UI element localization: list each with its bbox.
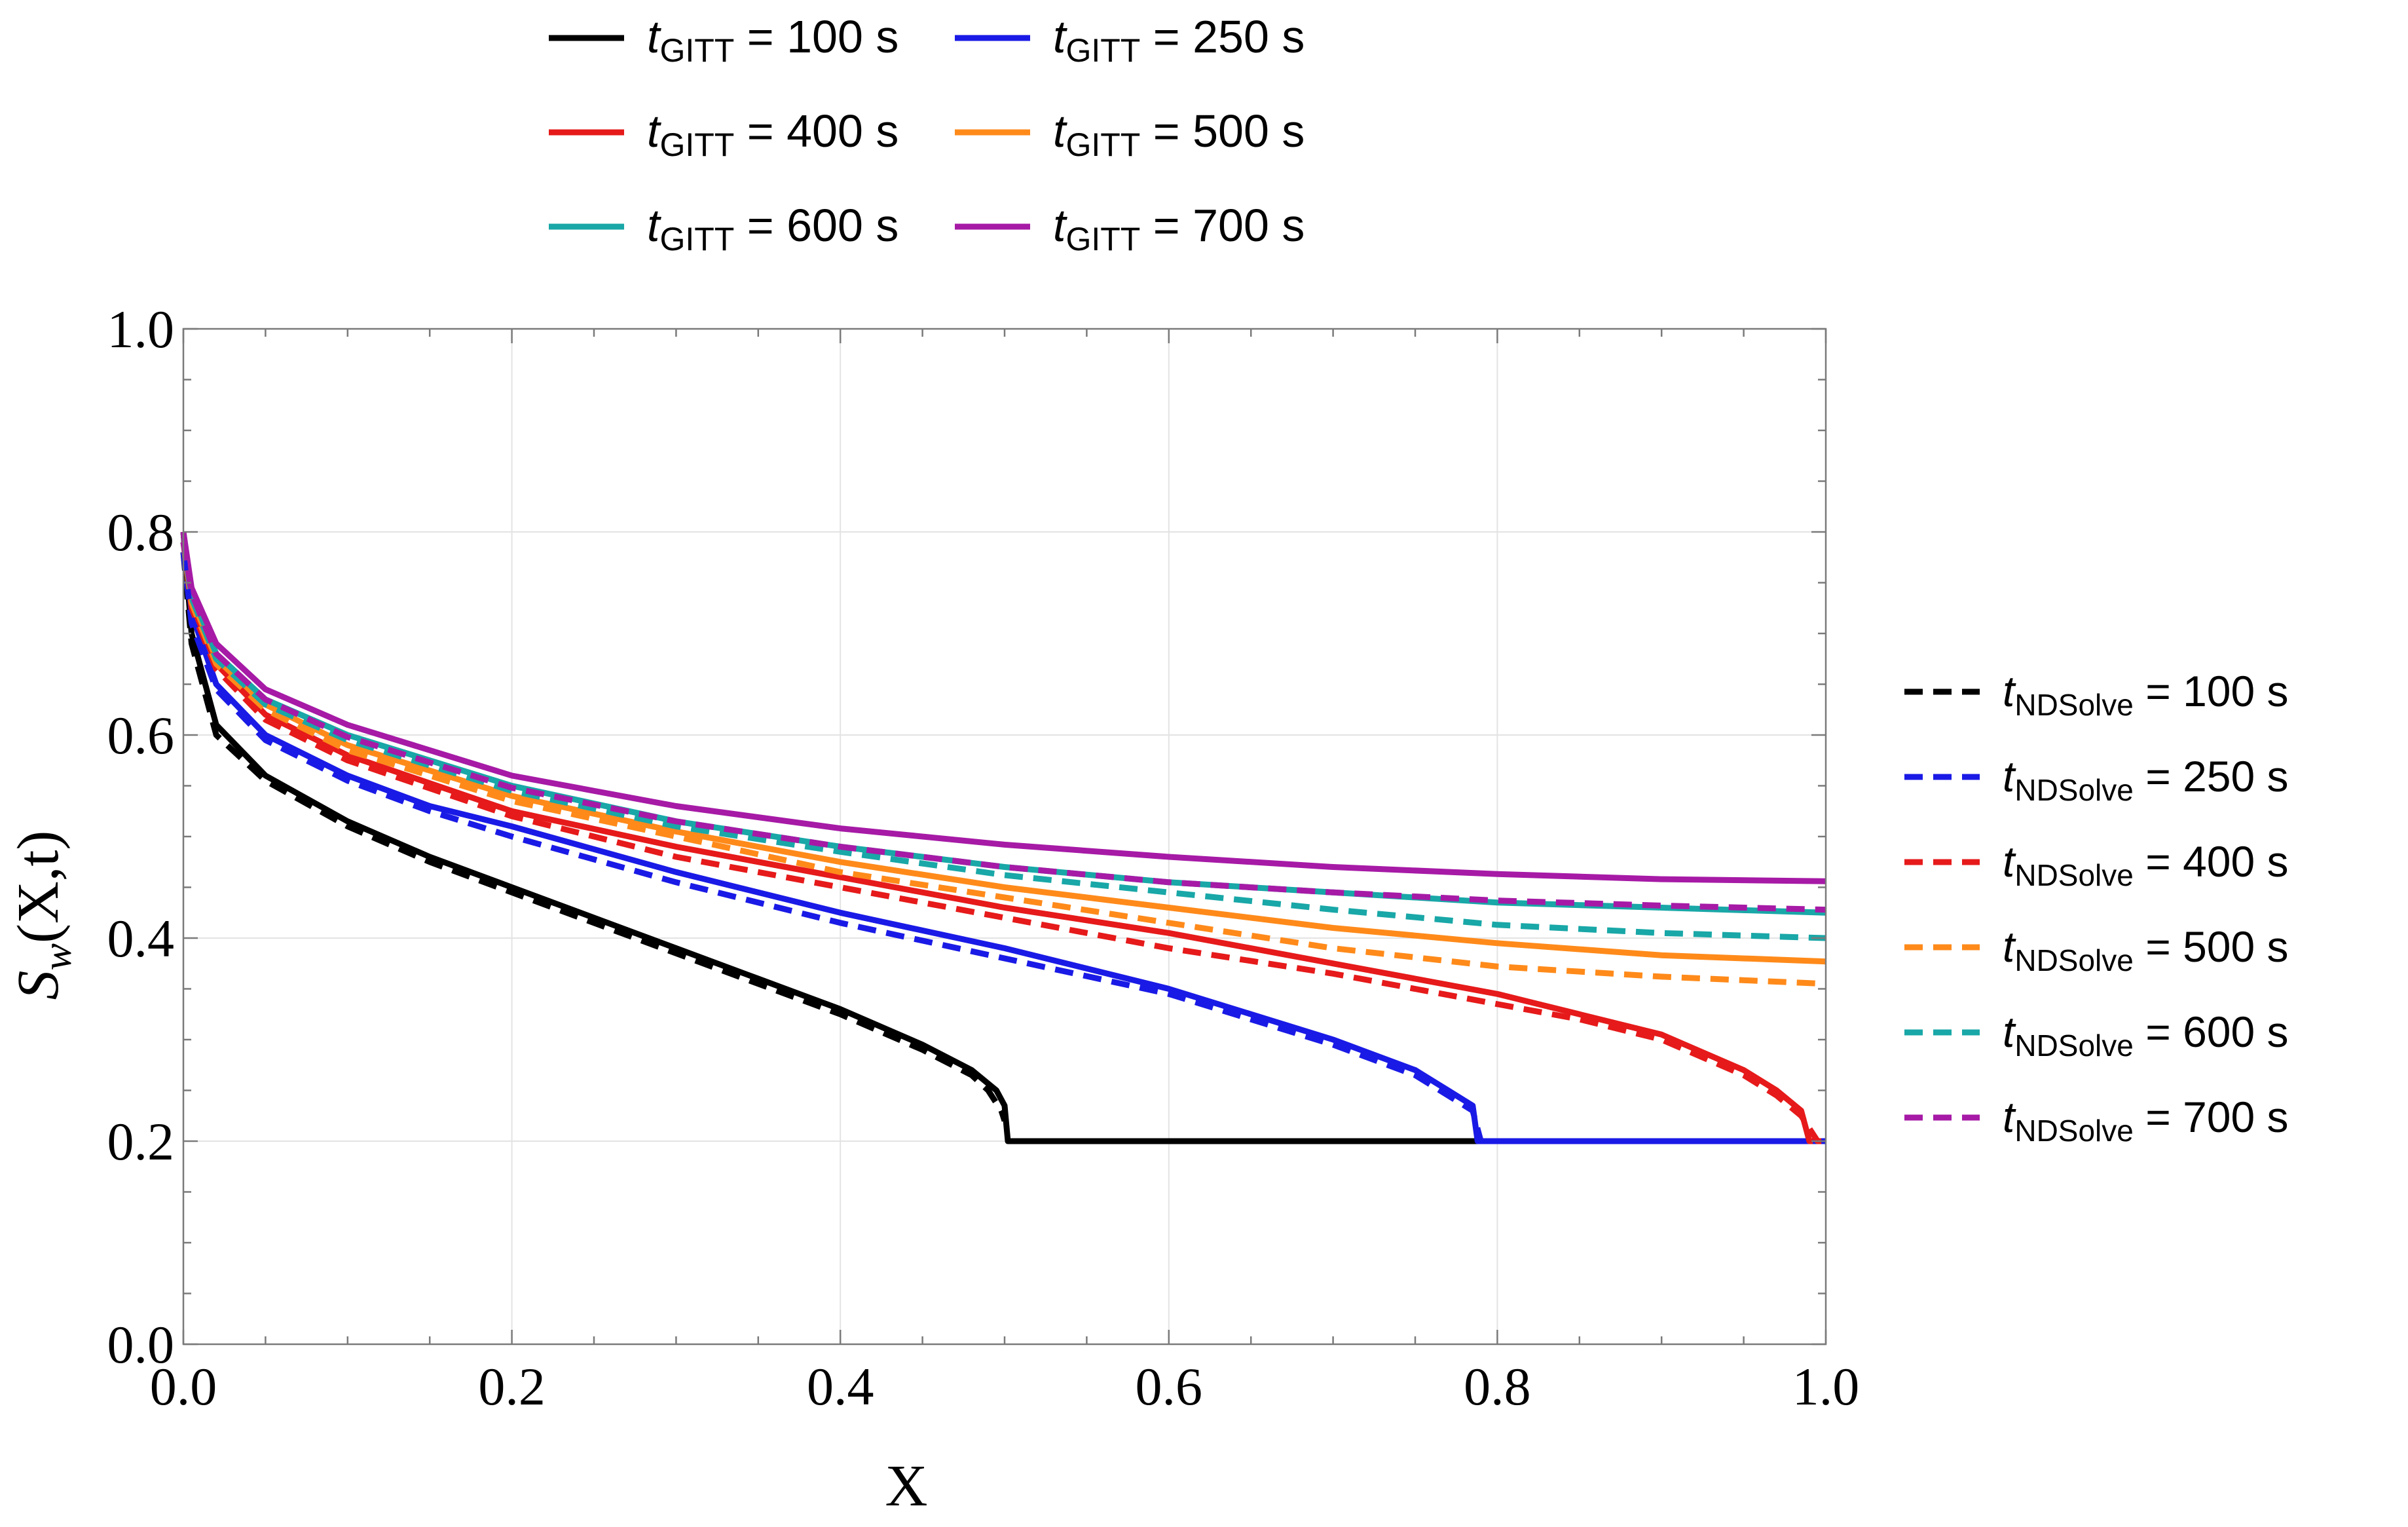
legend-ndsolve-700-label-t: t bbox=[2003, 1093, 2016, 1141]
legend-gitt-250-label-t: t bbox=[1053, 11, 1067, 62]
series-line-ndsolve-400 bbox=[180, 541, 1826, 1144]
legend-ndsolve-250-label: tNDSolve = 250 s bbox=[2003, 752, 2289, 807]
y-axis-label-sub: w bbox=[35, 943, 80, 970]
legend-ndsolve-100-label-rest: = 100 s bbox=[2134, 667, 2289, 715]
legend-ndsolve-100-label: tNDSolve = 100 s bbox=[2003, 667, 2289, 722]
x-tick-label: 1.0 bbox=[1792, 1357, 1860, 1416]
x-tick-label: 0.6 bbox=[1136, 1357, 1203, 1416]
y-tick-label: 0.0 bbox=[107, 1315, 175, 1374]
gridlines bbox=[183, 329, 1826, 1344]
legend-gitt-400-label-sub: GITT bbox=[659, 126, 734, 163]
series-line-ndsolve-600 bbox=[180, 541, 1826, 941]
legend-ndsolve-500-label-sub: NDSolve bbox=[2014, 943, 2134, 977]
legend-gitt-500-label-rest: = 500 s bbox=[1140, 105, 1305, 157]
legend-ndsolve-400-label-rest: = 400 s bbox=[2134, 837, 2289, 886]
legend-gitt-100-label-t: t bbox=[647, 11, 661, 62]
legend-ndsolve-500-label-rest: = 500 s bbox=[2134, 922, 2289, 971]
series-line-gitt-400 bbox=[180, 531, 1826, 1144]
y-axis-label: Sw(X,t) bbox=[6, 831, 80, 1000]
legend-ndsolve-400-label: tNDSolve = 400 s bbox=[2003, 837, 2289, 892]
y-axis-label-rest: (X,t) bbox=[6, 831, 71, 943]
series-line-ndsolve-250 bbox=[180, 552, 1826, 1144]
legend-ndsolve-250-label-rest: = 250 s bbox=[2134, 752, 2289, 801]
series-line-ndsolve-700 bbox=[180, 541, 1826, 913]
legend-gitt-250-label-rest: = 250 s bbox=[1140, 11, 1305, 62]
legend-ndsolve-100-label-t: t bbox=[2003, 667, 2016, 715]
series-lines bbox=[180, 531, 1826, 1144]
legend-gitt-700-label-sub: GITT bbox=[1065, 221, 1140, 257]
legend-gitt-500-label-sub: GITT bbox=[1065, 126, 1140, 163]
legend-ndsolve-700-label-sub: NDSolve bbox=[2014, 1114, 2134, 1148]
legend-gitt-400-label-t: t bbox=[647, 105, 661, 157]
series-line-gitt-100 bbox=[180, 531, 1826, 1144]
x-tick-label: 0.0 bbox=[150, 1357, 217, 1416]
legend-gitt-100-label-sub: GITT bbox=[659, 32, 734, 69]
x-tick-label: 0.2 bbox=[478, 1357, 546, 1416]
legend-gitt-600-label-t: t bbox=[647, 200, 661, 251]
y-tick-label: 1.0 bbox=[107, 299, 175, 359]
legend-gitt-700-label: tGITT = 700 s bbox=[1053, 200, 1305, 257]
legend-gitt-600-label: tGITT = 600 s bbox=[647, 200, 898, 257]
legend-gitt-500-label: tGITT = 500 s bbox=[1053, 105, 1305, 163]
legend-gitt-700-label-t: t bbox=[1053, 200, 1067, 251]
series-line-gitt-700 bbox=[180, 531, 1826, 884]
legend-ndsolve-500-label-t: t bbox=[2003, 922, 2016, 971]
legend-gitt-700-label-rest: = 700 s bbox=[1140, 200, 1305, 251]
legend-ndsolve-400-label-sub: NDSolve bbox=[2014, 858, 2134, 892]
y-tick-label: 0.2 bbox=[107, 1112, 175, 1171]
legend-ndsolve-600-label-sub: NDSolve bbox=[2014, 1028, 2134, 1063]
y-tick-label: 0.4 bbox=[107, 909, 175, 968]
legend-gitt-250-label: tGITT = 250 s bbox=[1053, 11, 1305, 69]
legend-ndsolve-100-label-sub: NDSolve bbox=[2014, 688, 2134, 722]
legend-ndsolve-600-label: tNDSolve = 600 s bbox=[2003, 1008, 2289, 1063]
legend-ndsolve-500-label: tNDSolve = 500 s bbox=[2003, 922, 2289, 977]
legend-gitt-100-label-rest: = 100 s bbox=[734, 11, 898, 62]
y-tick-label: 0.8 bbox=[107, 502, 175, 562]
legend-gitt-400-label-rest: = 400 s bbox=[734, 105, 898, 157]
x-tick-label: 0.8 bbox=[1464, 1357, 1531, 1416]
legend-gitt-250-label-sub: GITT bbox=[1065, 32, 1140, 69]
legend-ndsolve-400-label-t: t bbox=[2003, 837, 2016, 886]
legend-ndsolve-700-label-rest: = 700 s bbox=[2134, 1093, 2289, 1141]
y-tick-label: 0.6 bbox=[107, 706, 175, 765]
x-axis-label: X bbox=[885, 1454, 928, 1518]
y-axis-label-base: S bbox=[6, 970, 71, 1000]
legend-gitt-600-label-sub: GITT bbox=[659, 221, 734, 257]
series-line-ndsolve-500 bbox=[180, 541, 1826, 987]
legend-ndsolve-700-label: tNDSolve = 700 s bbox=[2003, 1093, 2289, 1148]
x-tick-label: 0.4 bbox=[807, 1357, 874, 1416]
legend-ndsolve-600-label-t: t bbox=[2003, 1008, 2016, 1056]
legend-gitt-500-label-t: t bbox=[1053, 105, 1067, 157]
legend-gitt-100-label: tGITT = 100 s bbox=[647, 11, 898, 69]
legend-gitt-600-label-rest: = 600 s bbox=[734, 200, 898, 251]
legend-ndsolve-600-label-rest: = 600 s bbox=[2134, 1008, 2289, 1056]
legend-ndsolve-250-label-t: t bbox=[2003, 752, 2016, 801]
legend-gitt-400-label: tGITT = 400 s bbox=[647, 105, 898, 163]
legend-ndsolve-250-label-sub: NDSolve bbox=[2014, 773, 2134, 807]
axes: 0.0 0.2 0.4 0.6 0.8 1.0 0.0 0.2 0.4 0.6 0.8 1.0 X Sw(… bbox=[6, 299, 1859, 1518]
series-line-ndsolve-100 bbox=[180, 552, 1008, 1122]
